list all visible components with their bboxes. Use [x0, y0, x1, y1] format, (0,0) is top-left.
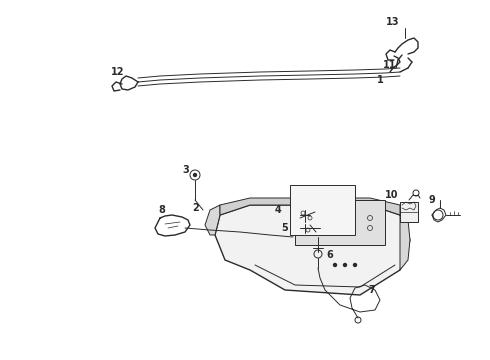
Circle shape: [343, 264, 346, 266]
Text: 7: 7: [368, 285, 375, 295]
Text: 9: 9: [429, 195, 436, 205]
Text: 1: 1: [377, 75, 383, 85]
Polygon shape: [220, 198, 400, 215]
Polygon shape: [205, 205, 220, 235]
Bar: [290, 185, 355, 235]
Circle shape: [194, 174, 196, 176]
Text: 2: 2: [193, 203, 199, 213]
Text: 4: 4: [274, 205, 281, 215]
Circle shape: [353, 264, 357, 266]
Text: 11: 11: [383, 60, 397, 70]
Text: 10: 10: [385, 190, 399, 200]
Text: 5: 5: [282, 223, 289, 233]
Text: 12: 12: [111, 67, 125, 77]
Text: 3: 3: [183, 165, 189, 175]
Text: 13: 13: [386, 17, 400, 27]
Polygon shape: [400, 215, 410, 270]
Polygon shape: [215, 205, 410, 295]
Circle shape: [334, 264, 337, 266]
Bar: [295, 200, 385, 245]
Bar: [400, 202, 418, 222]
Text: 8: 8: [159, 205, 166, 215]
Text: 6: 6: [327, 250, 333, 260]
